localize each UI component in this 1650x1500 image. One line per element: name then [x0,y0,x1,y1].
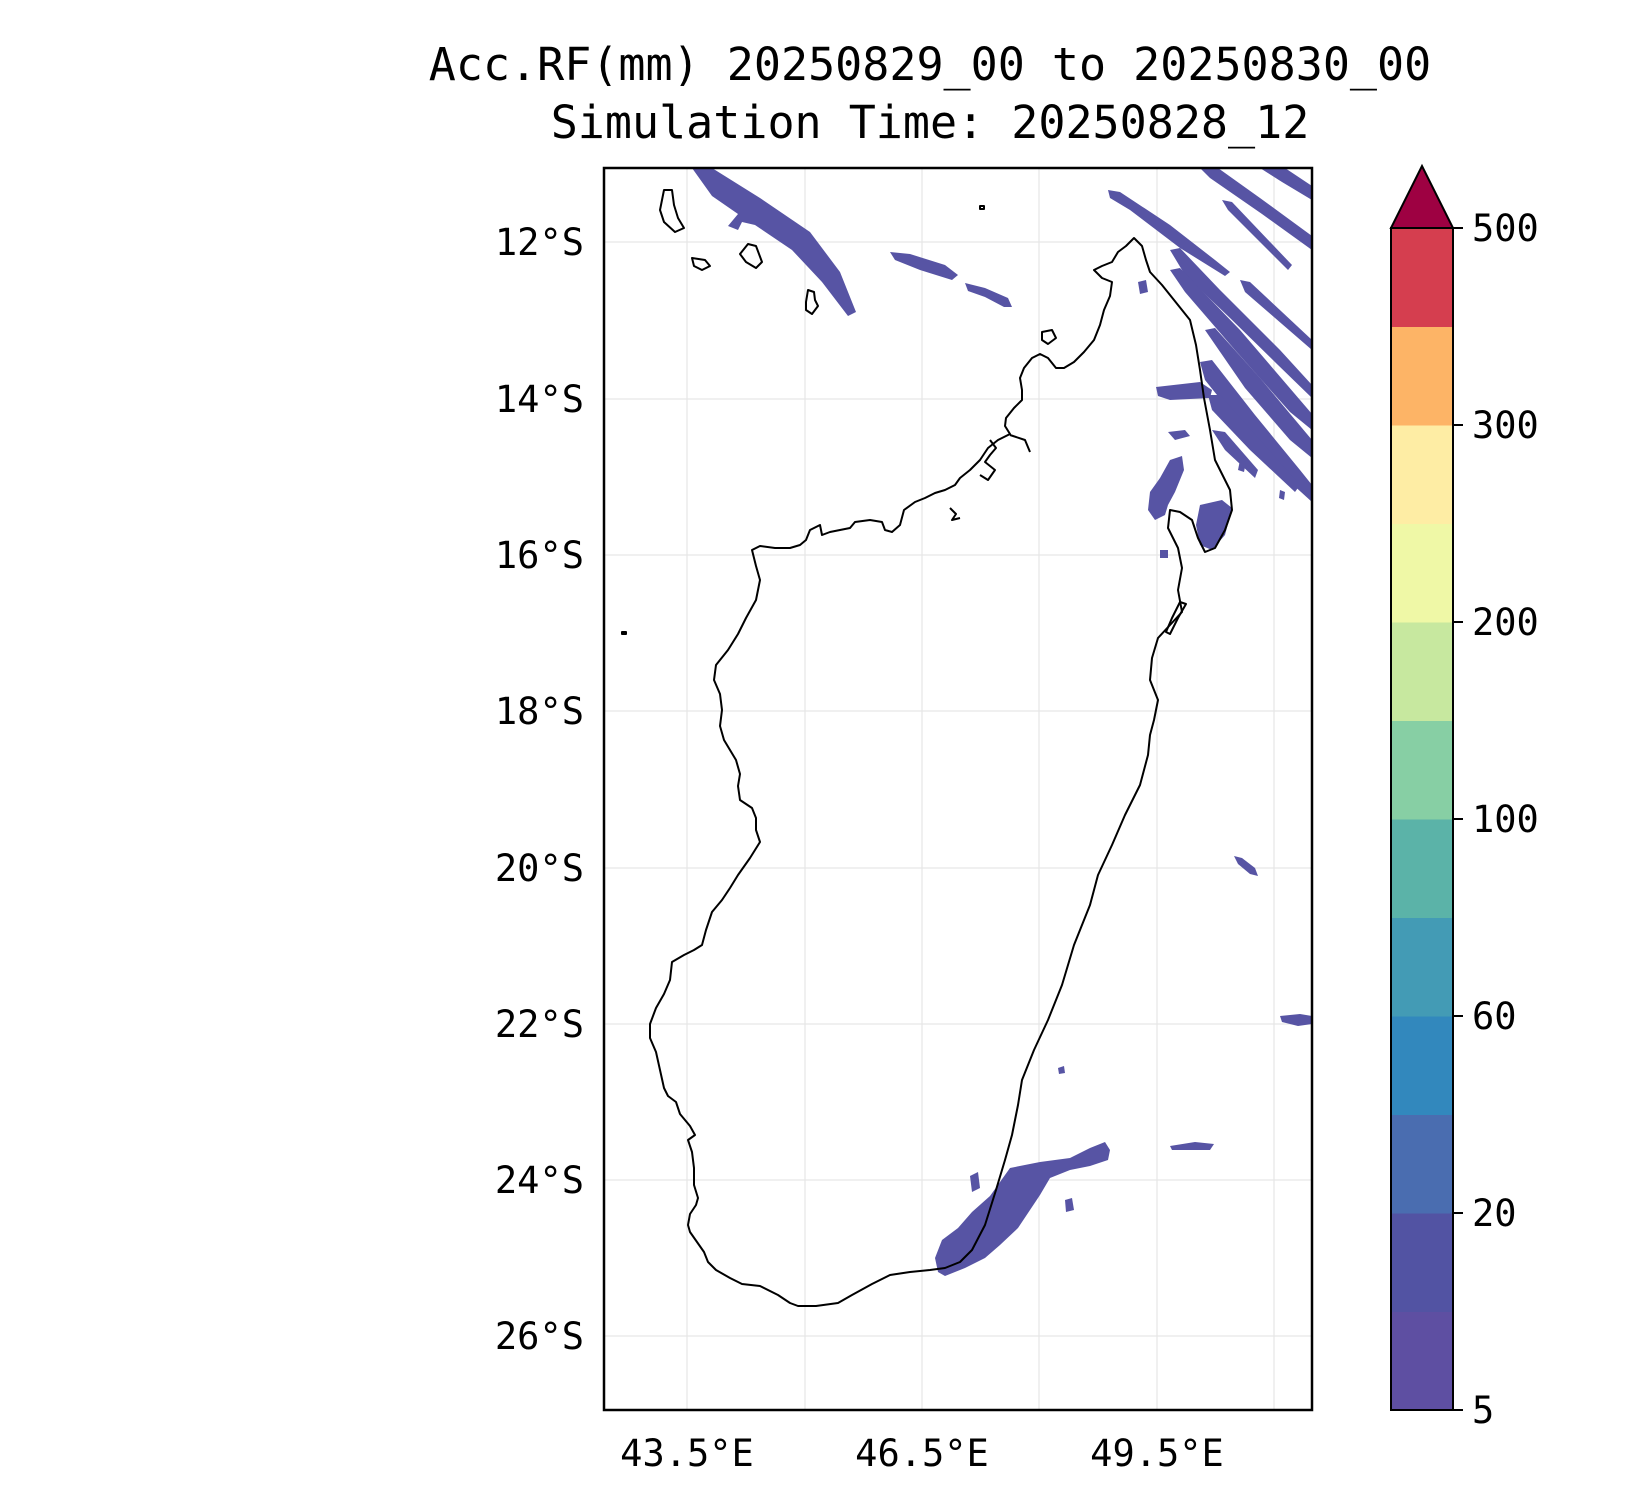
island-ste-marie [1165,601,1187,635]
lat-label-18s: 18°S [495,690,584,733]
island-mayotte [805,289,819,315]
colorbar-segment [1391,622,1453,721]
lat-label-24s: 24°S [495,1159,584,1202]
colorbar-segment [1391,819,1453,918]
colorbar-segment [1391,1016,1453,1115]
colorbar-segments [1391,228,1453,1411]
coast-nw-inlet-3 [1009,434,1031,453]
cbar-label-60: 60 [1472,995,1517,1038]
colorbar-tick-labels: 500 300 200 100 60 20 5 [1472,207,1539,1432]
rain-east-2 [1280,1014,1312,1026]
cbar-label-300: 300 [1472,404,1539,447]
cbar-label-5: 5 [1472,1389,1494,1432]
rain-band-ne-6 [1205,328,1312,458]
rain-band-north-central-2 [965,283,1012,307]
island-comoros-3 [739,243,763,269]
map-gridlines [604,168,1312,1410]
colorbar: 500 300 200 100 60 20 5 [1389,163,1539,1432]
lat-label-26s: 26°S [495,1315,584,1358]
rain-band-ne-7 [1200,360,1312,502]
colorbar-segment [1391,523,1453,623]
colorbar-segment [1391,228,1453,327]
island-small-1 [979,205,985,210]
map-subtitle: Simulation Time: 20250828_12 [550,96,1310,149]
lon-label-49-5e: 49.5°E [1090,1432,1224,1475]
rain-band-north-central [890,252,958,280]
rain-east-1 [1234,856,1258,876]
colorbar-segment [1391,425,1453,524]
coastlines [621,189,1233,1307]
madagascar-coastline [649,237,1233,1307]
coast-nw-inlet-2 [949,507,961,521]
lat-label-16s: 16°S [495,534,584,577]
lat-label-22s: 22°S [495,1003,584,1046]
rain-band-ne-10 [1222,200,1292,270]
island-nosy-be [1041,329,1057,345]
rain-band-northwest [692,168,856,316]
cbar-label-500: 500 [1472,207,1539,250]
rain-main-south-small [970,1172,980,1192]
rain-main-south [935,1142,1110,1276]
latitude-labels: 12°S 14°S 16°S 18°S 20°S 22°S 24°S 26°S [495,221,584,1358]
rain-offshore-small [1168,430,1190,440]
rain-band-ne-1 [1108,190,1230,276]
rain-band-ne-11 [1240,280,1312,350]
lat-label-14s: 14°S [495,378,584,421]
rain-speck-1 [1160,550,1168,558]
map-frame [602,166,1314,1412]
longitude-labels: 43.5°E 46.5°E 49.5°E [620,1432,1224,1475]
rain-band-ne-3 [1200,168,1312,250]
rain-cluster-bay-east [1196,500,1232,550]
rain-band-ne-9 [1212,430,1258,478]
coast-nw-inlet-1 [979,439,997,481]
rain-band-ne-2 [1170,248,1312,398]
map-title: Acc.RF(mm) 20250829_00 to 20250830_00 [428,38,1432,91]
island-small-2 [621,631,627,635]
rain-east-speck-1 [1058,1066,1065,1074]
colorbar-ticks [1453,227,1463,1411]
colorbar-segment [1391,326,1453,426]
colorbar-segment [1391,1213,1453,1312]
map-panel: 12°S 14°S 16°S 18°S 20°S 22°S 24°S 26°S … [495,166,1314,1475]
lon-label-43-5e: 43.5°E [620,1432,754,1475]
rain-band-ne-8 [1208,395,1300,492]
lat-label-12s: 12°S [495,221,584,264]
colorbar-segment [1391,917,1453,1017]
colorbar-segment [1391,1311,1453,1411]
rainfall-areas [692,168,1312,1276]
cbar-label-100: 100 [1472,798,1539,841]
cbar-label-200: 200 [1472,601,1539,644]
rain-island-north [1138,280,1148,294]
rain-east-3 [1170,1142,1214,1150]
cbar-label-20: 20 [1472,1192,1517,1235]
rain-speck-3 [1279,490,1285,500]
rain-band-ne-5 [1170,268,1312,430]
rain-east-speck-2 [1065,1198,1074,1212]
island-comoros-2 [691,257,711,271]
rain-band-ne-4 [1260,168,1312,200]
rain-offshore-bay [1156,382,1212,400]
island-mayotte-1 [659,189,685,233]
lon-label-46-5e: 46.5°E [855,1432,989,1475]
rain-speck-2 [1238,460,1246,472]
rain-cluster-north [1148,456,1184,520]
colorbar-segment [1391,1114,1453,1214]
lat-label-20s: 20°S [495,847,584,890]
colorbar-extend-triangle [1389,163,1455,229]
colorbar-segment [1391,720,1453,820]
